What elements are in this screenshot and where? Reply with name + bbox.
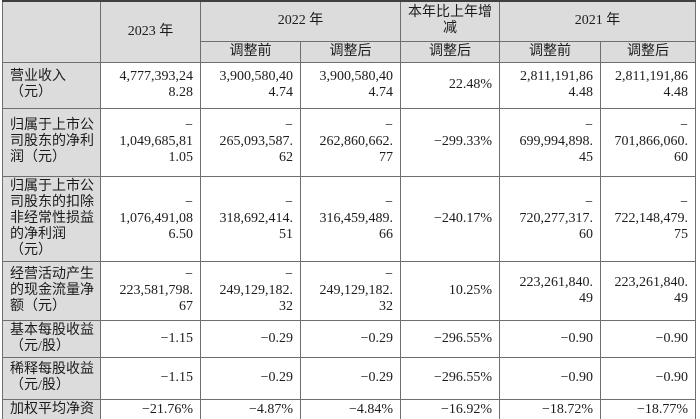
cell-basic-eps-2023: −1.15 <box>100 319 201 358</box>
cell-diluted-eps-2022-before: −0.29 <box>200 356 301 400</box>
row-label-operating-cash-flow: 经营活动产生 的现金流量净 额（元） <box>2 260 101 321</box>
cell-net-profit-change: −299.33% <box>400 107 500 177</box>
row-label-net-profit-excl-nonrecurring: 归属于上市公 司股东的扣除 非经常性损益 的净利润 （元） <box>2 175 101 262</box>
table-row-basic-eps: 基本每股收益 （元/股） −1.15 −0.29 −0.29 −296.55% … <box>2 319 696 358</box>
cell-roe-change: −16.92% <box>400 398 500 419</box>
cell-roe-2023: −21.76% <box>100 398 201 419</box>
cell-basic-eps-2021-before: −0.90 <box>499 319 601 358</box>
cell-revenue-change: 22.48% <box>400 61 500 109</box>
table-row-net-profit: 归属于上市公 司股东的净利 润（元） − 1,049,685,81 1.05 −… <box>2 107 696 177</box>
header-year-2022: 2022 年 <box>200 0 401 42</box>
cell-cash-flow-2022-before: − 249,129,182. 32 <box>200 260 301 321</box>
row-label-net-profit: 归属于上市公 司股东的净利 润（元） <box>2 107 101 177</box>
cell-cash-flow-2023: − 223,581,798. 67 <box>100 260 201 321</box>
cell-basic-eps-2021-after: −0.90 <box>600 319 696 358</box>
table-row-net-profit-excl-nonrecurring: 归属于上市公 司股东的扣除 非经常性损益 的净利润 （元） − 1,076,49… <box>2 175 696 262</box>
cell-revenue-2021-after: 2,811,191,86 4.48 <box>600 61 696 109</box>
cell-net-profit-2021-before: − 699,994,898. 45 <box>499 107 601 177</box>
cell-cash-flow-2021-after: 223,261,840. 49 <box>600 260 696 321</box>
cell-basic-eps-change: −296.55% <box>400 319 500 358</box>
header-year-2021: 2021 年 <box>499 0 696 42</box>
header-year-2023: 2023 年 <box>100 0 201 63</box>
table-row-revenue: 营业收入 （元） 4,777,393,24 8.28 3,900,580,40 … <box>2 61 696 109</box>
table-row-weighted-avg-roe: 加权平均净资 −21.76% −4.87% −4.84% −16.92% −18… <box>2 398 696 419</box>
cell-net-profit-2023: − 1,049,685,81 1.05 <box>100 107 201 177</box>
corner-cell <box>2 0 101 63</box>
cell-cash-flow-2021-before: 223,261,840. 49 <box>499 260 601 321</box>
cell-roe-2021-before: −18.72% <box>499 398 601 419</box>
cell-revenue-2022-after: 3,900,580,40 4.74 <box>300 61 401 109</box>
cell-excl-2021-after: − 722,148,479. 75 <box>600 175 696 262</box>
cell-excl-2022-after: − 316,459,489. 66 <box>300 175 401 262</box>
table-row-diluted-eps: 稀释每股收益 （元/股） −1.15 −0.29 −0.29 −296.55% … <box>2 356 696 400</box>
cell-cash-flow-change: 10.25% <box>400 260 500 321</box>
cell-basic-eps-2022-before: −0.29 <box>200 319 301 358</box>
cell-revenue-2021-before: 2,811,191,86 4.48 <box>499 61 601 109</box>
cell-roe-2022-before: −4.87% <box>200 398 301 419</box>
subheader-2022-adj-after: 调整后 <box>300 40 401 63</box>
cell-net-profit-2022-after: − 262,860,662. 77 <box>300 107 401 177</box>
cell-net-profit-2021-after: − 701,866,060. 60 <box>600 107 696 177</box>
cell-roe-2021-after: −18.77% <box>600 398 696 419</box>
cell-excl-change: −240.17% <box>400 175 500 262</box>
table-row-operating-cash-flow: 经营活动产生 的现金流量净 额（元） − 223,581,798. 67 − 2… <box>2 260 696 321</box>
cell-diluted-eps-2021-before: −0.90 <box>499 356 601 400</box>
header-yoy-change: 本年比上年增 减 <box>400 0 500 42</box>
row-label-revenue: 营业收入 （元） <box>2 61 101 109</box>
row-label-weighted-avg-roe: 加权平均净资 <box>2 398 101 419</box>
cell-basic-eps-2022-after: −0.29 <box>300 319 401 358</box>
subheader-2022-adj-before: 调整前 <box>200 40 301 63</box>
subheader-2021-adj-after: 调整后 <box>600 40 696 63</box>
subheader-2021-adj-before: 调整前 <box>499 40 601 63</box>
cell-diluted-eps-2023: −1.15 <box>100 356 201 400</box>
subheader-change-adj-after: 调整后 <box>400 40 500 63</box>
row-label-basic-eps: 基本每股收益 （元/股） <box>2 319 101 358</box>
cell-diluted-eps-change: −296.55% <box>400 356 500 400</box>
cell-diluted-eps-2022-after: −0.29 <box>300 356 401 400</box>
cell-net-profit-2022-before: − 265,093,587. 62 <box>200 107 301 177</box>
cell-revenue-2022-before: 3,900,580,40 4.74 <box>200 61 301 109</box>
cell-cash-flow-2022-after: − 249,129,182. 32 <box>300 260 401 321</box>
row-label-diluted-eps: 稀释每股收益 （元/股） <box>2 356 101 400</box>
cell-revenue-2023: 4,777,393,24 8.28 <box>100 61 201 109</box>
cell-excl-2021-before: − 720,277,317. 60 <box>499 175 601 262</box>
cell-diluted-eps-2021-after: −0.90 <box>600 356 696 400</box>
cell-excl-2022-before: − 318,692,414. 51 <box>200 175 301 262</box>
cell-excl-2023: − 1,076,491,08 6.50 <box>100 175 201 262</box>
cell-roe-2022-after: −4.84% <box>300 398 401 419</box>
